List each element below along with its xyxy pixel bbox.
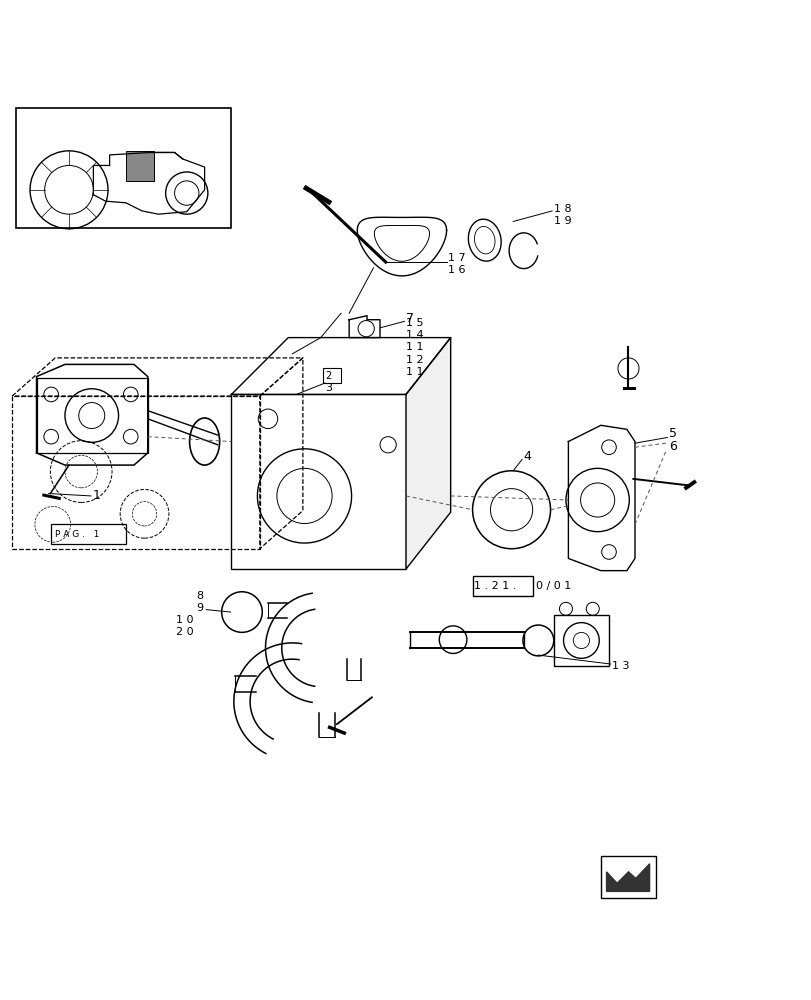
Bar (51, 524, 126, 544)
Text: 1 9: 1 9 (553, 216, 571, 226)
Bar (36, 378, 148, 453)
Bar (323, 368, 341, 383)
Text: 5: 5 (668, 427, 676, 440)
Text: 1 7: 1 7 (448, 253, 466, 263)
Bar (231, 394, 406, 569)
Text: 1 1: 1 1 (406, 342, 423, 352)
Text: 1 3: 1 3 (611, 661, 629, 671)
Text: 7: 7 (406, 312, 414, 325)
Text: 1 5: 1 5 (406, 318, 423, 328)
Text: 9: 9 (195, 603, 203, 613)
Text: 4: 4 (523, 450, 531, 463)
Text: 1 2: 1 2 (406, 355, 423, 365)
Text: 1 8: 1 8 (553, 204, 571, 214)
Text: 1: 1 (92, 489, 101, 502)
Bar (472, 576, 533, 596)
Text: 1 . 2 1 .: 1 . 2 1 . (474, 581, 516, 591)
Bar (553, 615, 608, 666)
Bar (12, 396, 260, 549)
Text: 8: 8 (195, 591, 203, 601)
Bar (16, 108, 231, 228)
Polygon shape (406, 338, 450, 569)
Text: 2: 2 (325, 371, 332, 381)
Text: 1 1: 1 1 (406, 367, 423, 377)
Bar (600, 856, 655, 898)
Bar (126, 151, 154, 181)
Text: 1 0: 1 0 (175, 615, 193, 625)
Text: 3: 3 (325, 383, 333, 393)
Text: P A G .   1: P A G . 1 (55, 530, 100, 539)
Polygon shape (606, 864, 649, 891)
Text: 0 / 0 1: 0 / 0 1 (535, 581, 570, 591)
Text: 1 6: 1 6 (448, 265, 466, 275)
Text: 6: 6 (668, 440, 676, 453)
Text: 2 0: 2 0 (175, 627, 193, 637)
Text: 1 4: 1 4 (406, 330, 423, 340)
